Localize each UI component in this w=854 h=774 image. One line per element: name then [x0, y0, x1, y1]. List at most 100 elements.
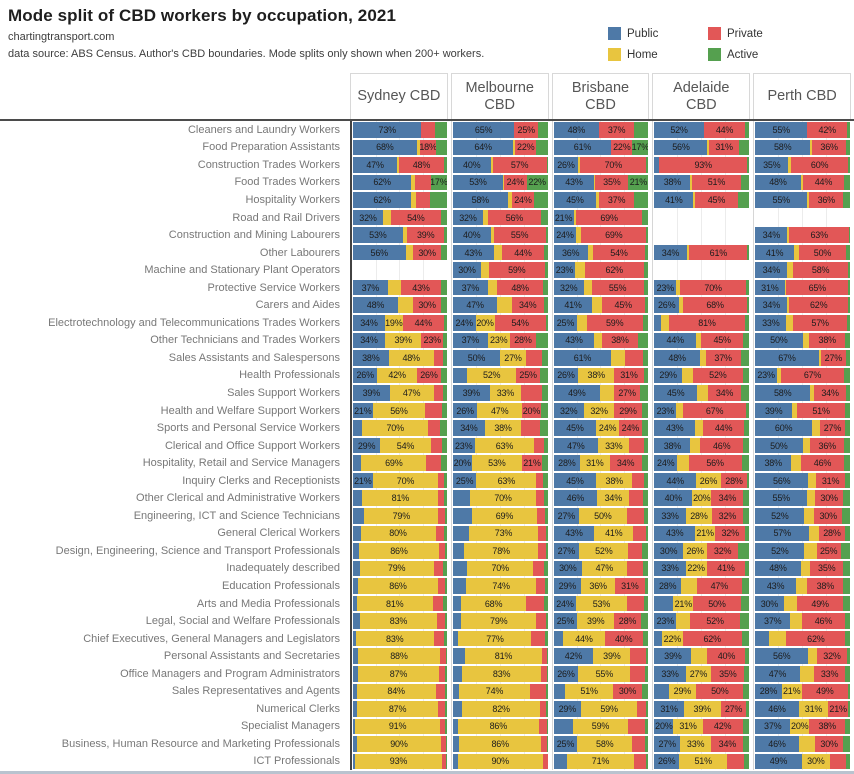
segment-active[interactable]: [845, 613, 850, 629]
bar-cell-melbourne-cbd[interactable]: 83%: [450, 664, 549, 683]
segment-public[interactable]: 34%: [755, 227, 788, 243]
segment-public[interactable]: 37%: [452, 279, 488, 296]
segment-public[interactable]: 26%: [553, 367, 579, 384]
segment-public[interactable]: [452, 367, 468, 384]
segment-private[interactable]: 31%: [709, 139, 739, 156]
segment-active[interactable]: [847, 315, 850, 331]
segment-public[interactable]: 25%: [553, 736, 578, 752]
segment-active[interactable]: [540, 402, 548, 419]
segment-active[interactable]: [444, 665, 447, 682]
segment-public[interactable]: 36%: [553, 244, 588, 261]
segment-home[interactable]: [493, 244, 503, 261]
segment-active[interactable]: [545, 701, 548, 717]
bar-cell-brisbane-cbd[interactable]: 27% 50%: [551, 507, 650, 525]
segment-active[interactable]: [641, 455, 649, 471]
segment-active[interactable]: [743, 736, 750, 752]
segment-active[interactable]: 22%: [526, 174, 548, 191]
segment-public[interactable]: 26%: [654, 297, 680, 314]
segment-private[interactable]: [630, 665, 645, 682]
segment-private[interactable]: [438, 490, 444, 507]
segment-home[interactable]: 51%: [564, 683, 614, 700]
segment-home[interactable]: 38%: [578, 367, 615, 384]
segment-public[interactable]: 27%: [553, 543, 580, 559]
bar-cell-melbourne-cbd[interactable]: 50% 27%: [450, 349, 549, 367]
segment-active[interactable]: [642, 315, 649, 331]
segment-home[interactable]: 22%: [661, 630, 683, 647]
segment-public[interactable]: 61%: [553, 350, 612, 366]
segment-active[interactable]: [441, 209, 447, 226]
segment-home[interactable]: [769, 630, 787, 647]
segment-active[interactable]: [443, 350, 447, 366]
bar-cell-adelaide-cbd[interactable]: 34% 61%: [652, 243, 751, 262]
segment-home[interactable]: 26%: [682, 543, 708, 559]
segment-public[interactable]: 46%: [755, 736, 799, 752]
segment-home[interactable]: 21%: [781, 683, 802, 700]
segment-private[interactable]: [425, 402, 443, 419]
segment-private[interactable]: 30%: [413, 297, 442, 314]
segment-private[interactable]: 44%: [702, 420, 745, 436]
segment-active[interactable]: [546, 648, 548, 664]
bar-cell-sydney-cbd[interactable]: 32% 54%: [350, 208, 448, 227]
segment-public[interactable]: 24%: [452, 315, 476, 331]
segment-home[interactable]: [791, 455, 801, 471]
segment-public[interactable]: [452, 736, 460, 752]
segment-home[interactable]: [681, 367, 694, 384]
segment-home[interactable]: 88%: [357, 648, 441, 664]
segment-home[interactable]: 42%: [377, 367, 417, 384]
segment-private[interactable]: 35%: [711, 665, 745, 682]
segment-public[interactable]: 55%: [755, 122, 808, 138]
segment-home[interactable]: [677, 455, 689, 471]
segment-public[interactable]: [654, 157, 660, 173]
segment-public[interactable]: 62%: [353, 192, 412, 208]
segment-home[interactable]: [679, 297, 683, 314]
segment-active[interactable]: [738, 139, 750, 156]
segment-public[interactable]: 58%: [755, 385, 811, 401]
bar-cell-brisbane-cbd[interactable]: 41% 45%: [551, 296, 650, 315]
segment-private[interactable]: [439, 543, 445, 559]
segment-home[interactable]: [596, 192, 600, 208]
segment-private[interactable]: 35%: [810, 560, 844, 577]
segment-active[interactable]: [843, 595, 850, 612]
segment-home[interactable]: 21%: [695, 525, 716, 542]
segment-private[interactable]: 36%: [812, 139, 847, 156]
segment-private[interactable]: 61%: [689, 244, 748, 261]
segment-private[interactable]: 21%: [828, 701, 849, 717]
segment-home[interactable]: 34%: [597, 490, 630, 507]
segment-active[interactable]: [746, 402, 750, 419]
segment-private[interactable]: [421, 122, 435, 138]
segment-public[interactable]: 43%: [654, 525, 696, 542]
segment-public[interactable]: 34%: [755, 297, 788, 314]
segment-public[interactable]: 30%: [452, 262, 482, 278]
segment-public[interactable]: [452, 560, 468, 577]
segment-private[interactable]: 56%: [688, 455, 742, 471]
segment-home[interactable]: [398, 297, 414, 314]
segment-home[interactable]: 39%: [384, 332, 422, 349]
segment-home[interactable]: [576, 227, 582, 243]
segment-home[interactable]: [798, 736, 815, 752]
segment-public[interactable]: 33%: [654, 508, 686, 524]
segment-active[interactable]: [543, 244, 548, 261]
segment-public[interactable]: 34%: [353, 332, 385, 349]
segment-private[interactable]: 40%: [707, 648, 746, 664]
bar-cell-sydney-cbd[interactable]: 70%: [350, 419, 448, 437]
segment-home[interactable]: [790, 613, 802, 629]
segment-home[interactable]: 83%: [355, 630, 434, 647]
segment-public[interactable]: 68%: [353, 139, 417, 156]
segment-private[interactable]: 51%: [796, 402, 846, 419]
segment-public[interactable]: 26%: [654, 753, 680, 770]
segment-private[interactable]: [538, 543, 546, 559]
segment-home[interactable]: 47%: [389, 385, 434, 401]
segment-private[interactable]: 52%: [690, 613, 740, 629]
segment-active[interactable]: [741, 578, 750, 594]
bar-cell-perth-cbd[interactable]: 37% 46%: [753, 612, 851, 630]
segment-private[interactable]: [629, 437, 644, 454]
segment-public[interactable]: 26%: [452, 402, 478, 419]
segment-home[interactable]: 83%: [462, 665, 541, 682]
segment-public[interactable]: 24%: [654, 455, 678, 471]
segment-public[interactable]: 29%: [553, 701, 582, 717]
segment-active[interactable]: [645, 648, 649, 664]
bar-cell-sydney-cbd[interactable]: 84%: [350, 682, 448, 701]
bar-cell-melbourne-cbd[interactable]: 90%: [450, 752, 549, 771]
segment-public[interactable]: [553, 718, 573, 735]
bar-cell-brisbane-cbd[interactable]: 49% 27%: [551, 384, 650, 402]
